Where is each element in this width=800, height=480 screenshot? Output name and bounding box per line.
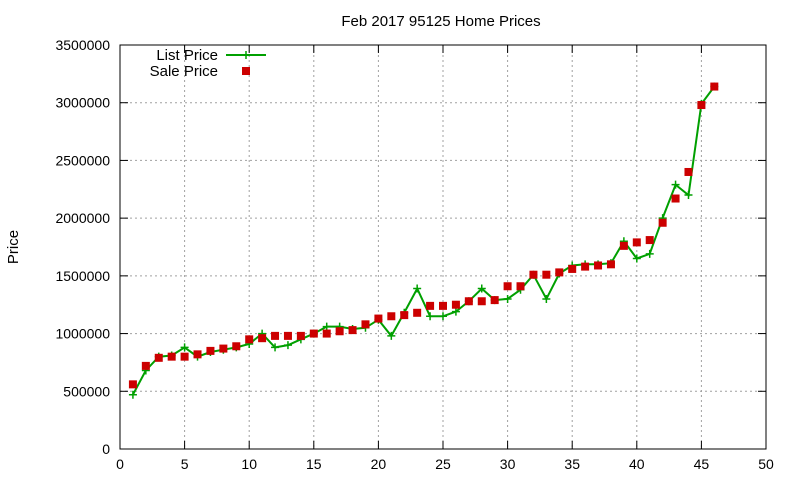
- sale-price-point: [271, 331, 280, 340]
- sale-price-point: [490, 296, 499, 305]
- list-price-point: [451, 307, 460, 316]
- x-tick-label: 0: [116, 456, 124, 472]
- list-price-point: [271, 343, 280, 352]
- list-price-point: [645, 249, 654, 258]
- sale-price-point: [296, 331, 305, 340]
- x-tick-label: 25: [435, 456, 451, 472]
- sale-price-point: [361, 320, 370, 329]
- sale-price-point: [529, 270, 538, 279]
- list-price-point: [180, 343, 189, 352]
- sale-price-point: [606, 260, 615, 269]
- sale-price-point: [542, 270, 551, 279]
- x-tick-label: 20: [371, 456, 387, 472]
- x-tick-label: 45: [694, 456, 710, 472]
- plot-frame: [119, 44, 767, 450]
- list-price-point: [413, 284, 422, 293]
- series: [128, 82, 719, 399]
- sale-price-point: [658, 218, 667, 227]
- sale-price-point: [167, 352, 176, 361]
- x-tick-label: 40: [629, 456, 645, 472]
- sale-price-point: [374, 314, 383, 323]
- legend-marker-sale-price: [242, 67, 250, 75]
- x-tick-label: 50: [758, 456, 774, 472]
- sale-price-point: [477, 297, 486, 306]
- legend-label-list-price: List Price: [156, 47, 218, 64]
- sale-price-point: [141, 361, 150, 370]
- sale-price-point: [684, 167, 693, 176]
- sale-price-point: [632, 238, 641, 247]
- sale-price-point: [516, 282, 525, 291]
- x-tick-label: 15: [306, 456, 322, 472]
- legend-label-sale-price: Sale Price: [150, 63, 218, 80]
- list-price-point: [128, 390, 137, 399]
- y-tick-label: 1000000: [55, 326, 110, 342]
- sale-price-point: [581, 262, 590, 271]
- sale-price-point: [387, 312, 396, 321]
- sale-price-point: [400, 311, 409, 320]
- sale-price-point: [503, 282, 512, 291]
- list-price-point: [283, 341, 292, 350]
- sale-price-point: [245, 335, 254, 344]
- x-tick-label: 10: [241, 456, 257, 472]
- list-price-point: [477, 284, 486, 293]
- sale-price-point: [710, 82, 719, 91]
- y-tick-label: 3000000: [55, 95, 110, 111]
- x-tick-label: 35: [564, 456, 580, 472]
- list-price-point: [439, 312, 447, 321]
- sale-price-point: [232, 342, 241, 351]
- sale-price-point: [426, 301, 435, 310]
- y-axis-label: Price: [5, 230, 22, 264]
- sale-price-point: [309, 329, 318, 338]
- sale-price-point: [193, 350, 202, 359]
- list-price-line: [132, 86, 716, 396]
- sale-price-point: [594, 261, 603, 270]
- list-price-point: [542, 294, 551, 303]
- chart-title: Feb 2017 95125 Home Prices: [341, 13, 540, 30]
- y-tick-label: 0: [102, 441, 110, 457]
- list-price-point: [426, 312, 435, 321]
- sale-price-point: [348, 326, 357, 335]
- y-tick-label: 1500000: [55, 268, 110, 284]
- y-tick-label: 2500000: [55, 152, 110, 168]
- legend: List Price Sale Price: [150, 47, 266, 80]
- y-tick-label: 3500000: [55, 37, 110, 53]
- sale-price-point: [283, 331, 292, 340]
- list-price-point: [632, 254, 641, 263]
- list-price-point: [387, 331, 396, 340]
- grid: [120, 45, 766, 449]
- sale-price-point: [154, 353, 163, 362]
- sale-price-point: [439, 301, 447, 310]
- x-tick-label: 30: [500, 456, 516, 472]
- x-tick-label: 5: [181, 456, 189, 472]
- list-price-point: [322, 322, 331, 331]
- sale-price-point: [206, 346, 215, 355]
- sale-price-point: [645, 236, 654, 245]
- sale-price-point: [464, 297, 473, 306]
- sale-price-point: [413, 308, 422, 317]
- sale-price-point: [555, 268, 564, 277]
- sale-price-point: [219, 344, 228, 353]
- sale-price-point: [258, 334, 267, 343]
- sale-price-point: [568, 264, 577, 273]
- sale-price-point: [451, 300, 460, 309]
- sale-price-point: [671, 194, 680, 203]
- y-tick-label: 2000000: [55, 210, 110, 226]
- sale-price-point: [128, 380, 137, 389]
- sale-price-point: [322, 329, 331, 338]
- y-tick-label: 500000: [63, 383, 110, 399]
- list-price-point: [503, 294, 512, 303]
- sale-price-point: [335, 327, 344, 336]
- legend-marker-list-price: [242, 51, 250, 59]
- sale-price-point: [697, 101, 706, 110]
- axis-ticks: 0 5 10 15 20 25 30 35 40 45 50 0 500000 1000000 150000…: [55, 37, 774, 472]
- list-price-point: [684, 191, 693, 200]
- sale-price-point: [180, 352, 189, 361]
- sale-price-point: [619, 241, 628, 250]
- list-price-point: [671, 180, 680, 189]
